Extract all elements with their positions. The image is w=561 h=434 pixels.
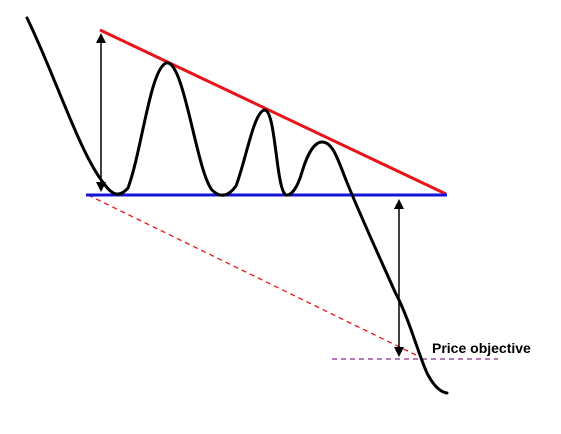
resistance-line	[99, 28, 447, 196]
price-objective-label: Price objective	[432, 340, 531, 356]
price-curve	[25, 16, 449, 395]
projection-line	[87, 194, 421, 358]
